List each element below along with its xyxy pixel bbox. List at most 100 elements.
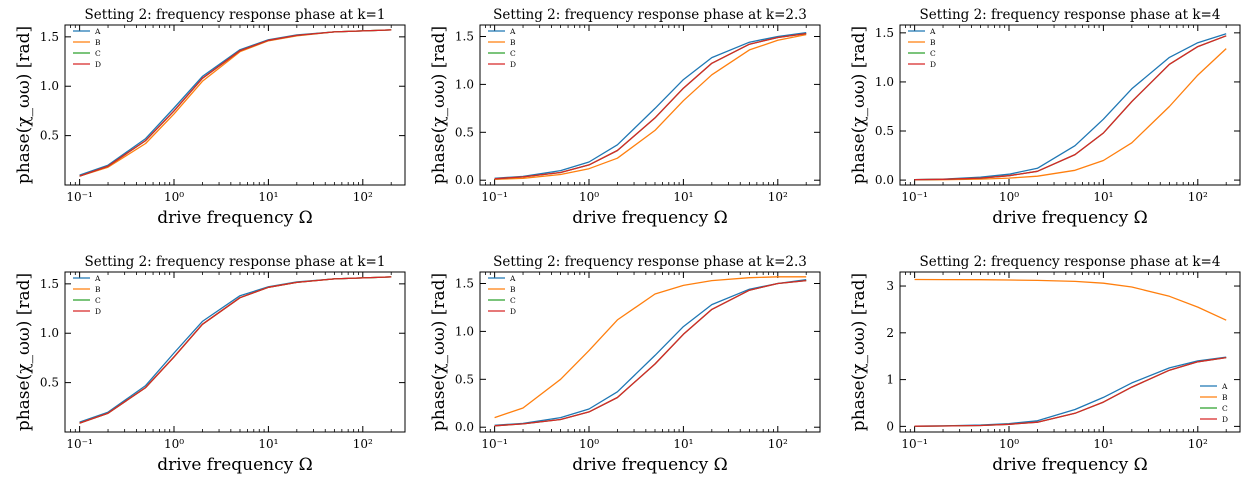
x-axis-label: drive frequency Ω <box>572 208 727 228</box>
plot-frame <box>64 24 406 186</box>
x-tick-label: 10¹ <box>673 190 693 204</box>
legend-label: A <box>509 27 516 36</box>
legend-label: C <box>95 296 101 305</box>
plot-frame <box>479 24 821 186</box>
legend-label: B <box>1222 393 1228 402</box>
y-tick-label: 0.5 <box>455 125 474 139</box>
y-axis-label: phase(χ_ωω) [rad] <box>14 26 34 184</box>
y-tick-label: 0.5 <box>875 124 894 138</box>
plot-frame <box>899 24 1241 186</box>
legend-label: C <box>510 49 516 58</box>
series-line-d <box>914 35 1227 181</box>
legend-label: D <box>510 60 516 69</box>
x-tick-label: 10² <box>353 190 373 204</box>
y-tick-label: 2 <box>886 326 894 340</box>
y-tick-label: 1.0 <box>40 79 59 93</box>
x-tick-label: 10⁰ <box>579 190 599 204</box>
legend-label: D <box>930 60 936 69</box>
x-tick-label: 10⁻¹ <box>481 437 507 451</box>
x-tick-label: 10² <box>353 437 373 451</box>
legend-label: A <box>94 274 101 283</box>
y-tick-label: 1.5 <box>875 26 894 40</box>
legend-label: D <box>510 307 516 316</box>
legend-label: C <box>95 49 101 58</box>
legend-label: A <box>94 27 101 36</box>
plot-frame <box>64 271 406 433</box>
subplot: Setting 2: frequency response phase at k… <box>14 7 406 228</box>
x-tick-label: 10¹ <box>258 190 278 204</box>
y-tick-label: 0.5 <box>40 129 59 143</box>
series-line-c <box>494 279 807 427</box>
legend-label: B <box>510 38 516 47</box>
x-tick-label: 10⁻¹ <box>901 190 927 204</box>
subplot: Setting 2: frequency response phase at k… <box>429 7 821 228</box>
subplot-title: Setting 2: frequency response phase at k… <box>920 254 1221 270</box>
x-axis-label: drive frequency Ω <box>157 455 312 475</box>
x-axis-label: drive frequency Ω <box>572 455 727 475</box>
y-tick-label: 1.5 <box>40 30 59 44</box>
series-line-b <box>494 33 807 180</box>
series-line-a <box>494 279 807 426</box>
y-axis-label: phase(χ_ωω) [rad] <box>14 273 34 431</box>
y-tick-label: 0 <box>886 419 894 433</box>
y-tick-label: 0.0 <box>455 173 474 187</box>
series-line-b <box>494 276 807 419</box>
y-tick-label: 1.0 <box>40 326 59 340</box>
y-tick-label: 1 <box>886 373 894 387</box>
x-tick-label: 10⁻¹ <box>481 190 507 204</box>
series-line-d <box>494 32 807 180</box>
y-tick-label: 0.5 <box>40 376 59 390</box>
series-line-b <box>914 48 1227 181</box>
x-axis-label: drive frequency Ω <box>992 455 1147 475</box>
series-line-d <box>79 29 392 177</box>
plot-frame <box>479 271 821 433</box>
legend-label: D <box>95 307 101 316</box>
series-line-d <box>79 276 392 424</box>
subplot-title: Setting 2: frequency response phase at k… <box>493 254 807 270</box>
x-tick-label: 10¹ <box>1093 190 1113 204</box>
subplot: Setting 2: frequency response phase at k… <box>14 254 406 475</box>
y-tick-label: 0.5 <box>455 372 474 386</box>
subplot-title: Setting 2: frequency response phase at k… <box>85 254 386 270</box>
y-tick-label: 3 <box>886 279 894 293</box>
y-tick-label: 1.0 <box>875 75 894 89</box>
x-tick-label: 10² <box>1188 437 1208 451</box>
x-tick-label: 10⁰ <box>164 190 184 204</box>
x-axis-label: drive frequency Ω <box>157 208 312 228</box>
x-tick-label: 10⁰ <box>579 437 599 451</box>
y-tick-label: 1.0 <box>455 324 474 338</box>
x-tick-label: 10² <box>768 437 788 451</box>
series-line-c <box>494 32 807 180</box>
series-line-a <box>494 32 807 179</box>
subplot-title: Setting 2: frequency response phase at k… <box>85 7 386 23</box>
y-tick-label: 1.5 <box>455 276 474 290</box>
x-tick-label: 10⁰ <box>164 437 184 451</box>
plot-frame <box>899 271 1241 433</box>
x-axis-label: drive frequency Ω <box>992 208 1147 228</box>
subplot: Setting 2: frequency response phase at k… <box>849 254 1241 475</box>
x-tick-label: 10¹ <box>1093 437 1113 451</box>
series-line-d <box>914 356 1227 427</box>
x-tick-label: 10⁻¹ <box>66 437 92 451</box>
subplot-title: Setting 2: frequency response phase at k… <box>920 7 1221 23</box>
x-tick-label: 10⁰ <box>999 190 1019 204</box>
y-axis-label: phase(χ_ωω) [rad] <box>429 26 449 184</box>
legend-label: A <box>509 274 516 283</box>
x-tick-label: 10⁻¹ <box>66 190 92 204</box>
legend-label: D <box>1222 415 1228 424</box>
legend-label: B <box>510 285 516 294</box>
y-tick-label: 1.0 <box>455 77 474 91</box>
legend-label: C <box>510 296 516 305</box>
x-tick-label: 10⁻¹ <box>901 437 927 451</box>
x-tick-label: 10¹ <box>258 437 278 451</box>
y-tick-label: 0.0 <box>875 173 894 187</box>
x-tick-label: 10¹ <box>673 437 693 451</box>
series-line-b <box>914 278 1227 321</box>
y-tick-label: 1.5 <box>455 29 474 43</box>
